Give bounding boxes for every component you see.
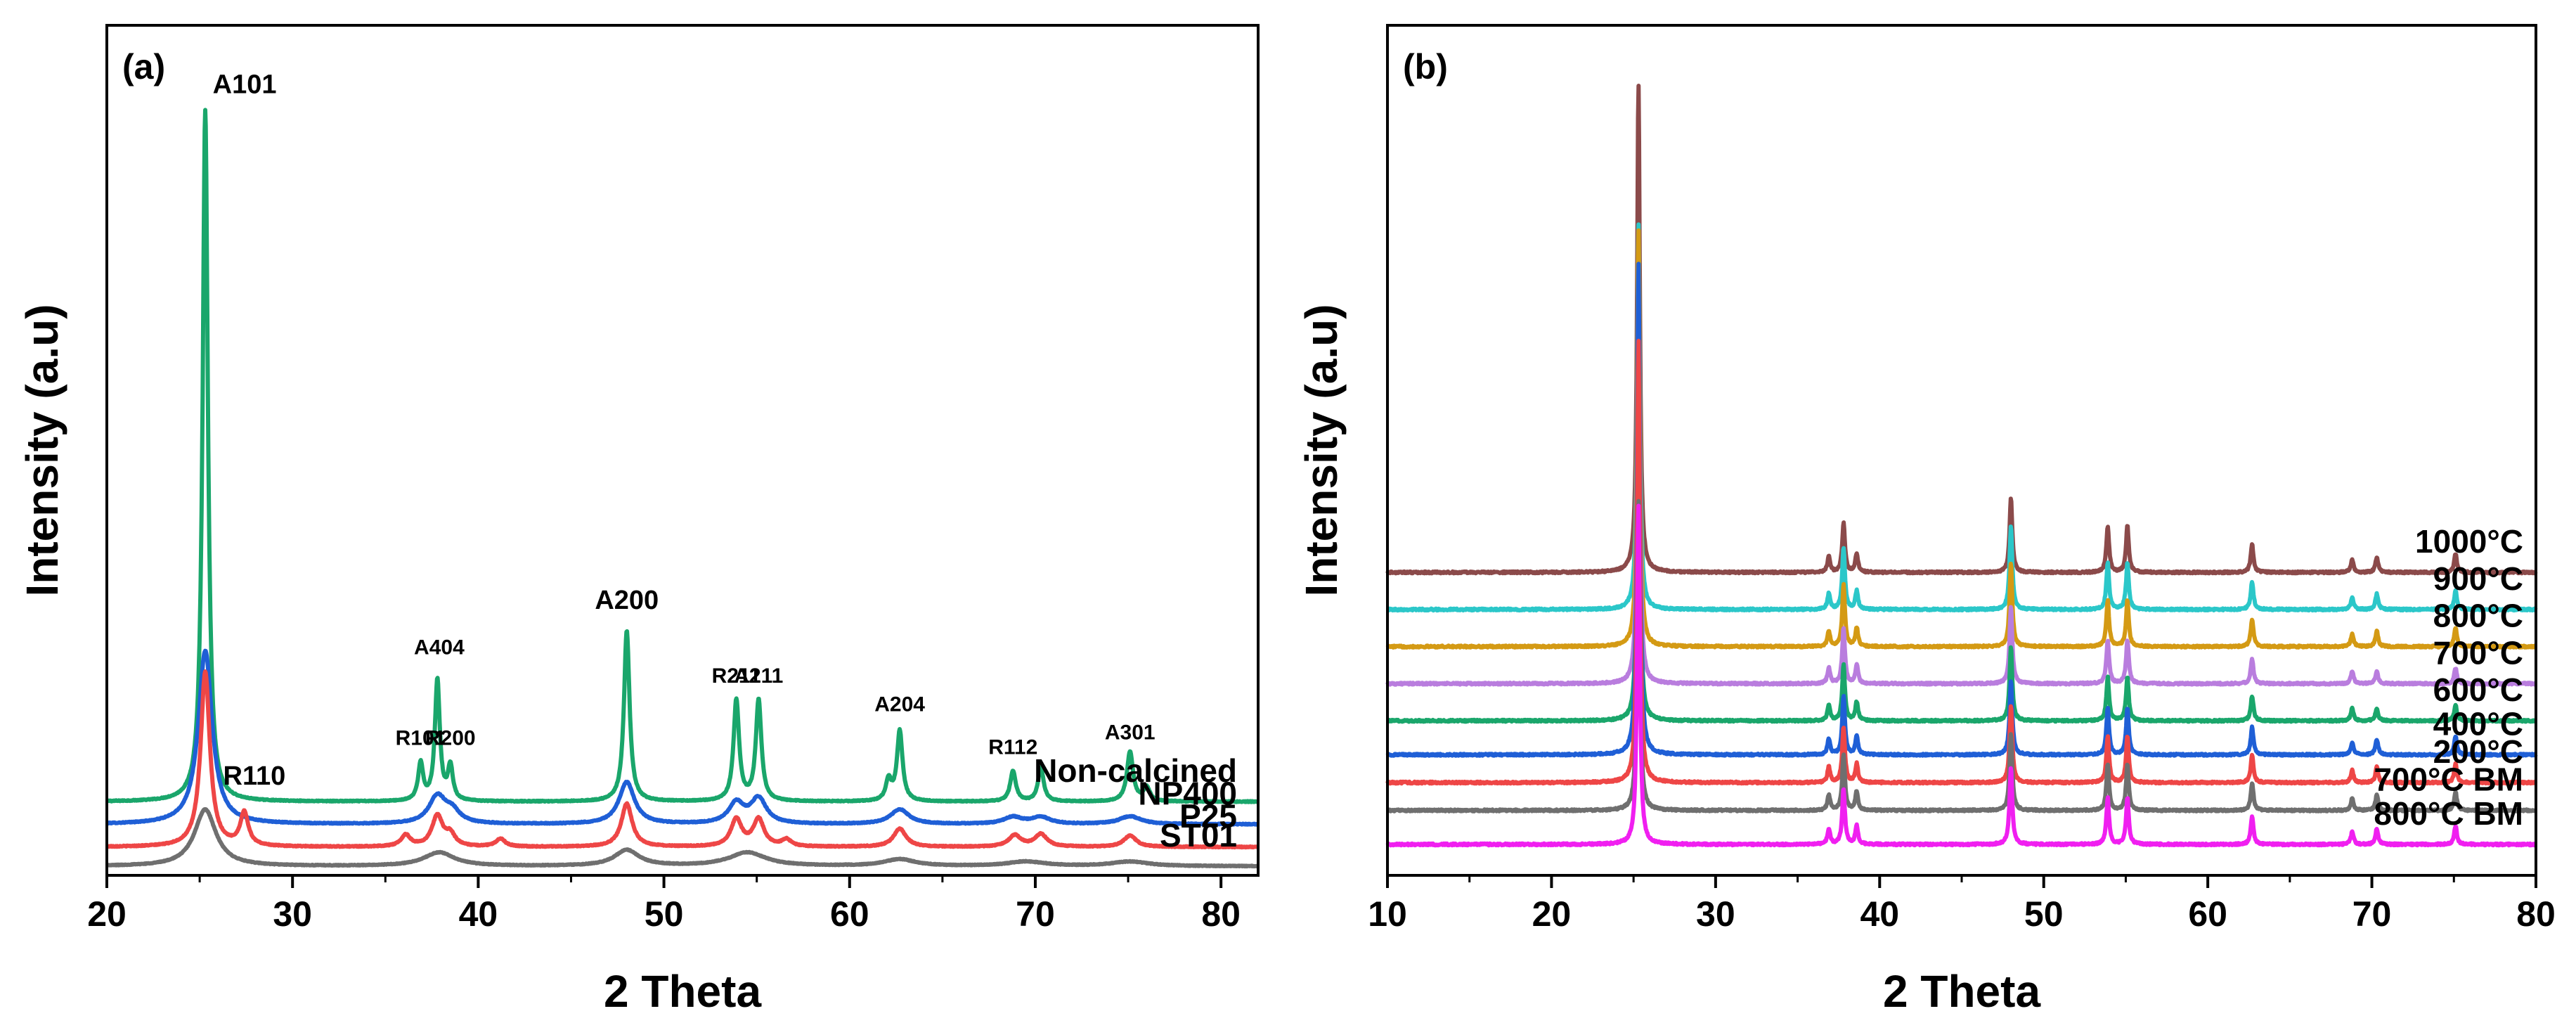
series-line-7	[1385, 498, 2538, 813]
series-line-5	[1385, 262, 2538, 758]
peak-label-9: A301	[1105, 721, 1156, 745]
y-axis-title: Intensity (a.u)	[17, 304, 67, 596]
series-label-6: 200°C	[2433, 733, 2523, 770]
peak-label-5: R211	[712, 664, 761, 688]
series-label-2: 800°C	[2433, 598, 2523, 634]
series-label-4: 600°C	[2433, 671, 2523, 708]
series-label-0: Non-calcined	[1034, 752, 1237, 789]
plot-frame	[1386, 24, 2537, 877]
x-tick-label-5: 60	[2188, 894, 2227, 934]
x-tick-label-3: 50	[645, 894, 684, 934]
x-tick-label-5: 70	[1016, 894, 1055, 934]
series-line-6	[1385, 338, 2538, 786]
x-tick-label-0: 10	[1368, 894, 1407, 934]
y-axis-title: Intensity (a.u)	[1296, 304, 1347, 596]
x-tick-label-7: 80	[2516, 894, 2556, 934]
x-tick-label-4: 60	[830, 894, 869, 934]
series-line-3	[1385, 281, 2538, 687]
series-label-1: NP400	[1138, 775, 1237, 811]
x-tick-label-4: 50	[2024, 894, 2064, 934]
series-label-8: 800°C BM	[2374, 795, 2523, 832]
peak-label-10: R110	[224, 761, 286, 791]
peak-label-8: R112	[988, 736, 1037, 759]
panel-label: (a)	[122, 47, 165, 86]
x-tick-label-1: 20	[1532, 894, 1572, 934]
series-label-3: ST01	[1160, 817, 1237, 854]
series-line-1	[1385, 222, 2538, 613]
x-tick-label-6: 80	[1201, 894, 1241, 934]
series-label-1: 900°C	[2433, 560, 2523, 597]
x-tick-label-3: 40	[1860, 894, 1899, 934]
peak-label-0: A101	[213, 70, 277, 100]
series-line-3	[105, 807, 1260, 869]
peak-label-1: A404	[414, 636, 465, 660]
x-tick-label-2: 30	[1696, 894, 1735, 934]
series-label-3: 700°C	[2433, 634, 2523, 671]
peak-label-6: A211	[734, 664, 783, 688]
x-tick-label-1: 30	[273, 894, 312, 934]
x-axis-title: 2 Theta	[604, 966, 761, 1017]
series-label-0: 1000°C	[2415, 523, 2523, 560]
x-axis-title: 2 Theta	[1883, 966, 2040, 1017]
series-label-2: P25	[1179, 798, 1237, 835]
series-line-4	[1385, 333, 2538, 724]
x-tick-label-0: 20	[87, 894, 127, 934]
panel-label: (b)	[1403, 47, 1448, 86]
series-line-2	[105, 669, 1260, 850]
plot-frame	[105, 24, 1260, 877]
peak-label-4: A200	[595, 586, 659, 615]
peak-label-2: R101	[396, 727, 446, 750]
x-tick-label-2: 40	[459, 894, 498, 934]
peak-label-7: A204	[874, 693, 925, 716]
series-label-7: 700°C BM	[2374, 761, 2523, 798]
x-tick-label-6: 70	[2352, 894, 2392, 934]
peak-label-3: R200	[425, 727, 476, 750]
series-line-1	[105, 648, 1260, 827]
series-line-0	[105, 108, 1260, 804]
series-line-2	[1385, 228, 2538, 650]
series-line-8	[1385, 503, 2538, 848]
series-label-5: 400°C	[2433, 706, 2523, 742]
panel-b: 1000°C900°C800°C700°C600°C400°C200°C700°…	[1296, 24, 2556, 1017]
series-line-0	[1385, 84, 2538, 576]
